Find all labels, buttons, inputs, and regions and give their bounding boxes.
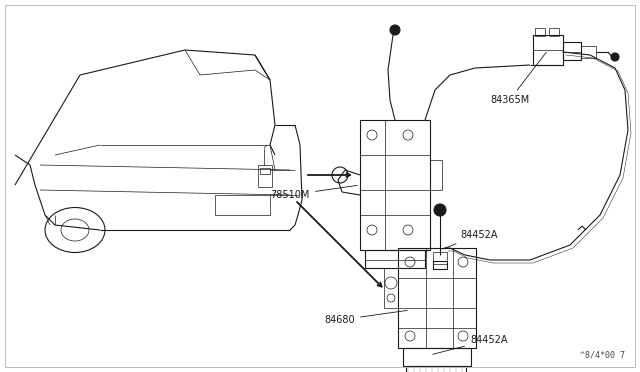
- Bar: [406, 366, 466, 372]
- Bar: [581, 46, 596, 58]
- Bar: [260, 168, 270, 174]
- Bar: [403, 348, 471, 366]
- Circle shape: [390, 25, 400, 35]
- Text: 84365M: 84365M: [490, 52, 547, 105]
- Bar: [533, 35, 563, 65]
- Text: 78510M: 78510M: [271, 185, 357, 200]
- Bar: [365, 250, 425, 268]
- Bar: [433, 252, 447, 264]
- Text: 84452A: 84452A: [443, 230, 497, 249]
- Bar: [398, 248, 476, 348]
- Text: 84452A: 84452A: [433, 335, 508, 354]
- Bar: [563, 42, 581, 60]
- Bar: [549, 28, 559, 36]
- Bar: [258, 165, 272, 187]
- Bar: [360, 120, 430, 250]
- Bar: [215, 195, 270, 215]
- Text: ^8/4*00 7: ^8/4*00 7: [580, 351, 625, 360]
- Bar: [535, 28, 545, 36]
- Circle shape: [434, 204, 446, 216]
- Bar: [433, 261, 447, 269]
- Text: 84680: 84680: [324, 310, 407, 325]
- Circle shape: [611, 53, 619, 61]
- Bar: [384, 268, 398, 308]
- Bar: [430, 160, 442, 190]
